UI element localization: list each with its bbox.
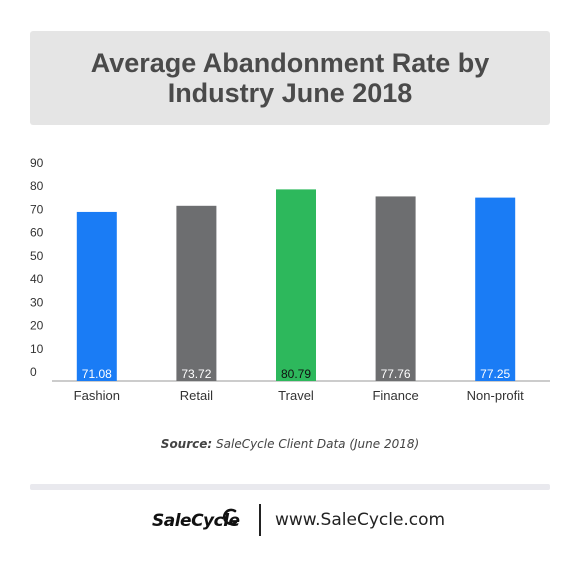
source-label: Source: — [160, 437, 213, 451]
website-link[interactable]: www.SaleCycle.com — [275, 510, 446, 530]
bar-chart: 0 10 20 30 40 50 60 70 80 90 71.08 73.72 80.79 77.76… — [30, 156, 550, 403]
bar-finance — [375, 196, 416, 381]
y-tick-label: 60 — [30, 226, 44, 240]
bar-non-profit — [475, 197, 516, 381]
x-tick-label: Fashion — [74, 388, 120, 403]
title-banner: Average Abandonment Rate by Industry Jun… — [30, 31, 550, 125]
data-label: 77.76 — [381, 367, 411, 381]
bar-fashion — [76, 211, 117, 381]
bar-retail — [176, 205, 217, 381]
y-tick-label: 0 — [30, 365, 37, 379]
x-tick-label: Travel — [278, 388, 314, 403]
footer-separator — [259, 504, 261, 536]
y-tick-label: 80 — [30, 179, 44, 193]
bar-travel — [276, 189, 316, 381]
salecycle-logo-icon — [222, 508, 238, 526]
y-tick-label: 50 — [30, 249, 44, 263]
y-tick-label: 20 — [30, 319, 44, 333]
source-text: SaleCycle Client Data (June 2018) — [212, 437, 420, 451]
data-label: 77.25 — [480, 367, 510, 381]
data-label: 73.72 — [181, 367, 211, 381]
chart-title: Average Abandonment Rate by Industry Jun… — [90, 48, 490, 108]
data-label: 80.79 — [281, 367, 311, 381]
x-tick-label: Retail — [180, 388, 213, 403]
salecycle-logo: SaleCycle — [152, 511, 240, 531]
source-note: Source: SaleCycle Client Data (June 2018… — [0, 437, 580, 451]
y-tick-label: 90 — [30, 156, 44, 170]
footer: SaleCycle www.SaleCycle.com — [0, 503, 580, 537]
x-tick-label: Finance — [372, 388, 418, 403]
y-tick-label: 30 — [30, 295, 44, 309]
x-tick-label: Non-profit — [467, 388, 524, 403]
data-label: 71.08 — [82, 367, 112, 381]
footer-divider — [30, 484, 550, 490]
y-tick-label: 10 — [30, 342, 44, 356]
y-tick-label: 70 — [30, 202, 44, 216]
y-tick-label: 40 — [30, 272, 44, 286]
